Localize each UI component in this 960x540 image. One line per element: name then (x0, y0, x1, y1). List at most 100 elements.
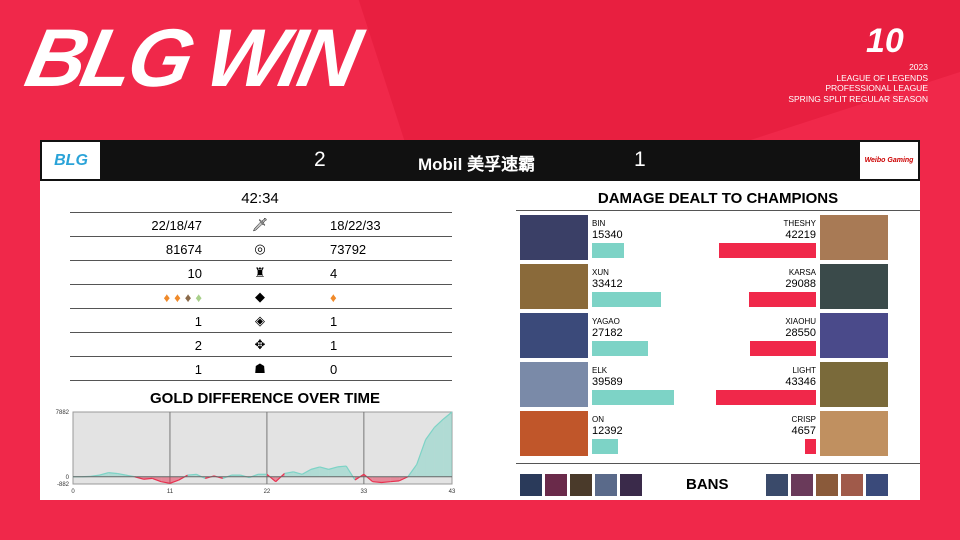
wbg-logo: Weibo Gaming (860, 142, 918, 179)
gold-line-segment (161, 481, 171, 484)
stat-row: 22/18/47 🗡 18/22/33 (70, 212, 452, 236)
left-stat: 2 (194, 338, 202, 353)
damage-value: 43346 (785, 376, 816, 388)
gold-line-segment (407, 464, 418, 478)
champion-portrait (820, 362, 888, 407)
y-tick-label: -882 (57, 482, 70, 488)
champion-portrait (820, 411, 888, 456)
ban-champion (766, 474, 788, 496)
season-line: LEAGUE OF LEGENDS (836, 72, 928, 83)
player-name: XIAOHU (785, 317, 816, 326)
gold-line-segment (372, 481, 382, 484)
left-stat: 1 (194, 362, 202, 377)
gold-line-segment (108, 472, 118, 475)
champion-portrait (520, 264, 588, 309)
gold-line-segment (433, 418, 444, 428)
ban-champion (791, 474, 813, 496)
damage-value: 42219 (785, 229, 816, 241)
champion-portrait (520, 313, 588, 358)
damage-value: 33412 (592, 278, 623, 290)
ban-champion (866, 474, 888, 496)
right-stat: 1 (330, 314, 338, 329)
gold-line-segment (116, 472, 126, 476)
player-name: KARSA (788, 268, 816, 277)
season-line: SPRING SPLIT REGULAR SEASON (788, 93, 928, 104)
sponsor-logo: Mobil 美孚速霸 (418, 155, 536, 174)
stat-row: 2 ✥ 1 (70, 332, 452, 356)
damage-value: 12392 (592, 425, 623, 437)
gold-line-segment (398, 476, 409, 482)
gold-chart-title: GOLD DIFFERENCE OVER TIME (149, 390, 380, 407)
season-line: PROFESSIONAL LEAGUE (825, 83, 928, 93)
elder-icon: ☗ (254, 361, 266, 376)
damage-bar (805, 439, 816, 454)
gold-line-segment (425, 427, 435, 441)
right-stat: 0 (330, 362, 338, 377)
gold-line-segment (152, 477, 162, 483)
baron-icon: ✥ (254, 337, 266, 352)
gold-line-segment (143, 477, 153, 480)
herald-icon: ◈ (255, 313, 265, 328)
stat-row: 1 ☗ 0 (70, 356, 452, 380)
stat-row: 81674 ◎ 73792 (70, 236, 452, 260)
right-stat: 18/22/33 (330, 218, 381, 233)
gold-line-segment (99, 472, 109, 476)
player-name: YAGAO (592, 317, 620, 326)
tower-icon: ♜ (254, 265, 266, 280)
dragon-cloud-icon: ♦ (195, 290, 202, 305)
damage-value: 29088 (785, 278, 816, 290)
x-tick-label: 43 (449, 489, 456, 495)
champion-portrait (820, 264, 888, 309)
bans-label: BANS (686, 476, 729, 493)
sword-icon: 🗡 (251, 217, 269, 232)
gold-line-segment (390, 480, 400, 483)
damage-bar (592, 292, 661, 307)
score-bar: BLG 2 Mobil 美孚速霸 1 Weibo Gaming (40, 140, 920, 181)
gold-area-segment (434, 419, 444, 477)
lpl-10-logo: 10 (866, 22, 904, 60)
gold-area-segment (134, 476, 144, 480)
ban-champion (816, 474, 838, 496)
stat-row: 1 ◈ 1 (70, 308, 452, 332)
player-name: LIGHT (792, 366, 816, 375)
left-stat: 10 (187, 266, 202, 281)
game-duration: 42:34 (241, 190, 279, 207)
gold-line-segment (187, 473, 197, 476)
champion-portrait (820, 215, 888, 260)
damage-bar (750, 341, 816, 356)
x-tick-label: 22 (264, 489, 271, 495)
ban-champion (841, 474, 863, 496)
ban-champion (545, 474, 567, 496)
gold-area-segment (337, 466, 347, 477)
champion-portrait (520, 411, 588, 456)
season-info: 2023 LEAGUE OF LEGENDS PROFESSIONAL LEAG… (788, 62, 928, 104)
champion-portrait (820, 313, 888, 358)
x-tick-label: 33 (361, 489, 368, 495)
gold-line-segment (381, 481, 391, 484)
x-tick-label: 0 (71, 489, 75, 495)
dragon-infernal-icon: ♦ (330, 290, 337, 305)
damage-value: 15340 (592, 229, 623, 241)
damage-value: 28550 (785, 327, 816, 339)
left-stat: 81674 (165, 242, 202, 257)
results-panel: BLG 2 Mobil 美孚速霸 1 Weibo Gaming 42:34 22… (40, 140, 920, 500)
y-tick-label: 0 (66, 475, 70, 481)
player-name: BIN (592, 219, 606, 228)
damage-bar (592, 243, 624, 258)
damage-bar (716, 390, 816, 405)
damage-value: 39589 (592, 376, 623, 388)
gold-line-segment (293, 471, 303, 475)
plot-area (72, 411, 453, 485)
season-year: 2023 (909, 62, 928, 72)
left-stat: 22/18/47 (151, 218, 202, 233)
champion-portrait (520, 215, 588, 260)
right-stat: 1 (330, 338, 338, 353)
damage-value: 4657 (791, 425, 816, 437)
dragon-infernal-icon: ♦ (163, 290, 171, 305)
gold-area-segment (258, 474, 267, 477)
ban-champion (520, 474, 542, 496)
damage-bar (749, 292, 816, 307)
gold-area-segment (372, 476, 382, 483)
gold-line-segment (275, 473, 285, 483)
damage-bar (592, 390, 674, 405)
